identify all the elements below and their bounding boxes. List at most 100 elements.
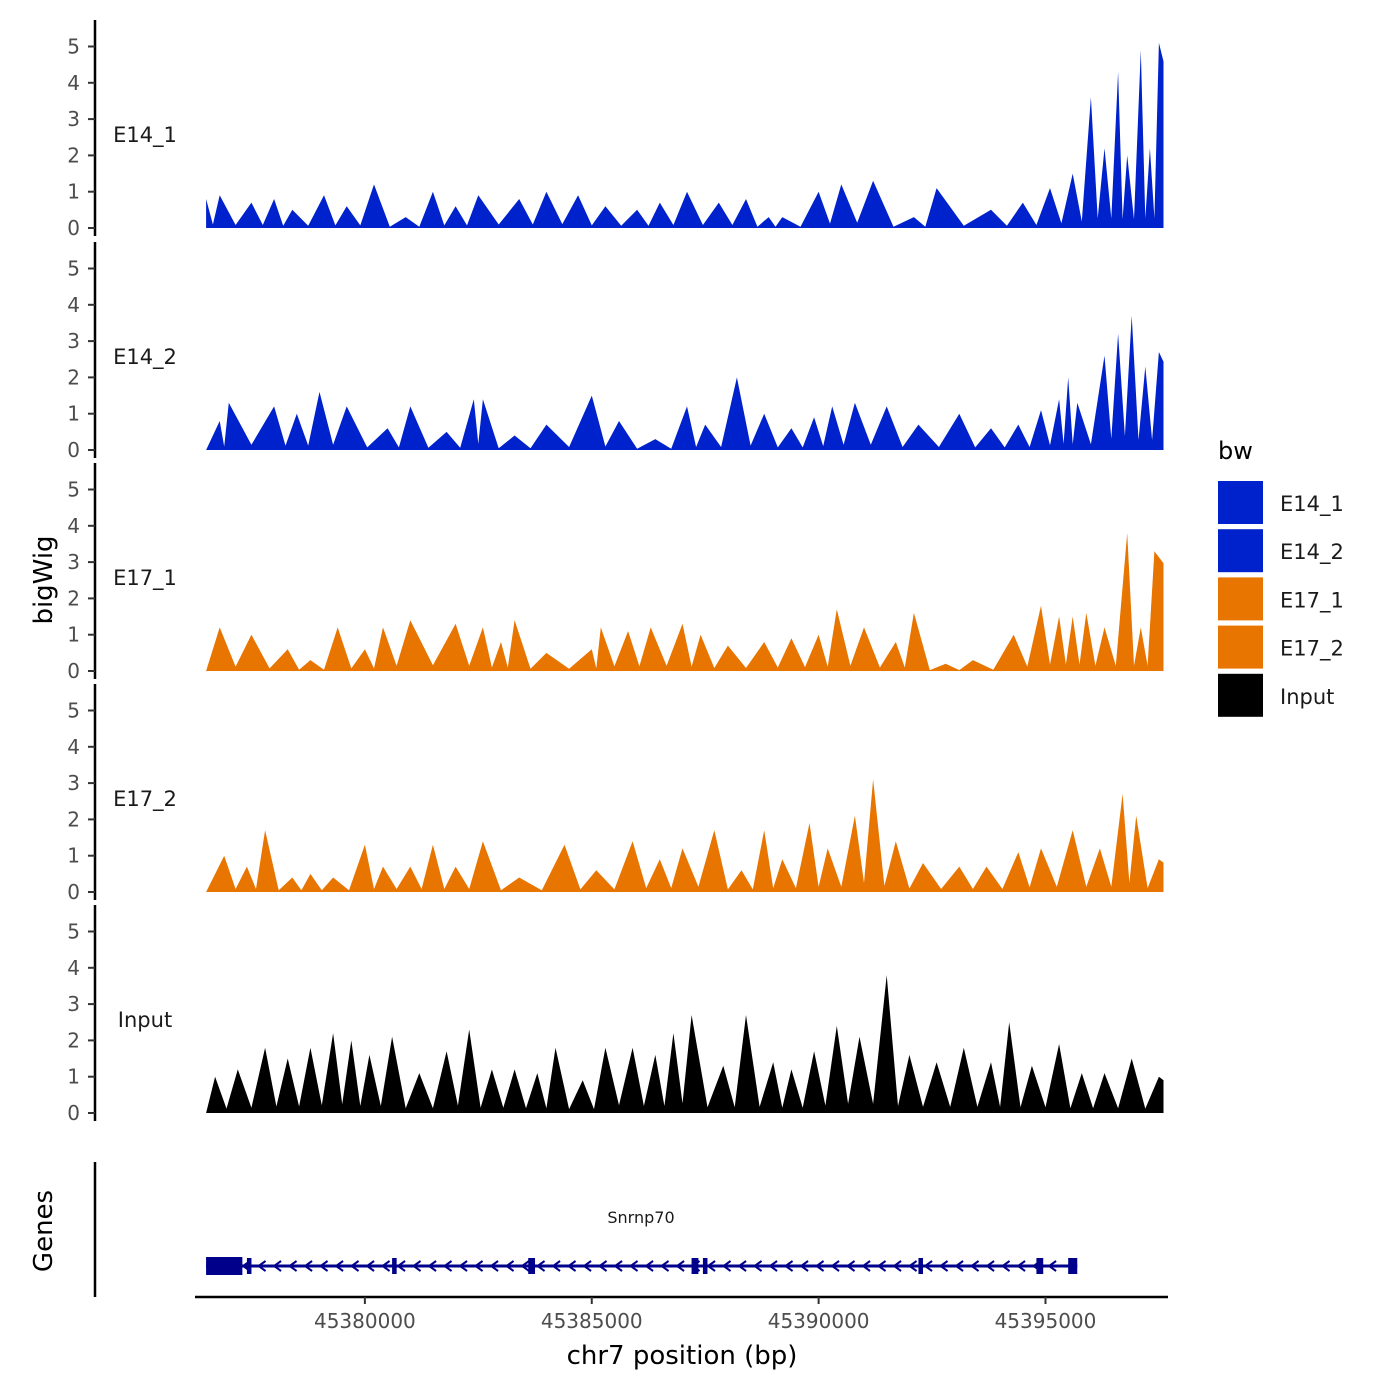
y-tick-label: 4 [67, 735, 80, 759]
legend-item-E14_1: E14_1 [1218, 481, 1344, 524]
legend-item-E17_2: E17_2 [1218, 625, 1344, 669]
legend-item-E17_1: E17_1 [1218, 577, 1344, 621]
track-label: E14_2 [113, 345, 177, 370]
x-tick-label: 45385000 [541, 1309, 643, 1333]
track-label: E17_1 [113, 566, 177, 591]
track-E17_1: 0 1 2 3 4 5 E17_1 [67, 463, 1164, 683]
gene-exon [691, 1258, 699, 1274]
strand-arrow [442, 1260, 453, 1272]
y-tick-label: 2 [67, 1028, 80, 1052]
strand-arrow [628, 1260, 639, 1272]
y-tick-label: 1 [67, 1065, 80, 1089]
strand-arrow [830, 1260, 840, 1272]
strand-arrow [256, 1260, 267, 1272]
strand-arrow [272, 1260, 282, 1272]
coverage-tracks: 0 1 2 3 4 5 E14_1 0 1 2 3 4 5 E14_2 0 1 2 3 4 5 E17_1 0 1 2 3 4 5 E… [67, 20, 1164, 1125]
track-label: Input [118, 1008, 172, 1032]
strand-arrow [954, 1260, 964, 1272]
strand-arrow [969, 1260, 980, 1272]
strand-arrow [1000, 1260, 1011, 1272]
gene-exon [392, 1258, 397, 1274]
y-tick-label: 4 [67, 956, 80, 980]
strand-arrow [535, 1260, 546, 1272]
legend-label: E14_2 [1280, 540, 1344, 565]
gene-exon [206, 1257, 243, 1275]
strand-arrow [799, 1260, 809, 1272]
strand-arrow [473, 1260, 484, 1272]
x-axis-title: chr7 position (bp) [567, 1341, 798, 1371]
y-tick-label: 1 [67, 180, 80, 204]
y-tick-label: 2 [67, 586, 80, 610]
y-axis-title: bigWig [29, 535, 59, 624]
gene-exon [528, 1258, 536, 1274]
y-tick-label: 4 [67, 293, 80, 317]
gene-exon [246, 1258, 252, 1274]
coverage-area-E14_1 [206, 42, 1164, 229]
strand-arrow [396, 1260, 406, 1272]
coverage-area-Input [206, 975, 1164, 1113]
gene-exon [1036, 1258, 1044, 1274]
track-E14_2: 0 1 2 3 4 5 E14_2 [67, 242, 1164, 462]
y-tick-label: 3 [67, 550, 80, 574]
strand-arrow [303, 1260, 313, 1272]
coverage-area-E17_1 [206, 533, 1164, 671]
y-tick-label: 4 [67, 514, 80, 538]
strand-arrow [768, 1260, 778, 1272]
strand-arrow [861, 1260, 871, 1272]
strand-arrow [597, 1260, 608, 1272]
strand-arrow [551, 1260, 561, 1272]
y-tick-label: 5 [67, 920, 80, 944]
strand-arrow [752, 1260, 763, 1272]
legend: bw E14_1 E14_2 E17_1 E17_2 Input [1218, 437, 1344, 717]
strand-arrow [582, 1260, 592, 1272]
strand-arrow [721, 1260, 732, 1272]
strand-arrow [520, 1260, 530, 1272]
strand-arrow [675, 1260, 685, 1272]
gene-exon [1068, 1258, 1078, 1274]
strand-arrow [1016, 1260, 1026, 1272]
y-tick-label: 1 [67, 402, 80, 426]
genes-axis-title: Genes [29, 1190, 59, 1272]
y-tick-label: 0 [67, 1101, 80, 1125]
y-tick-label: 1 [67, 844, 80, 868]
legend-label: Input [1280, 685, 1334, 709]
gene-exon [918, 1258, 923, 1274]
y-tick-label: 0 [67, 438, 80, 462]
y-tick-label: 5 [67, 257, 80, 281]
strand-arrow [985, 1260, 995, 1272]
legend-label: E17_2 [1280, 637, 1344, 662]
legend-swatch [1218, 529, 1263, 573]
gene-name-label: Snrnp70 [607, 1208, 674, 1227]
strand-arrow [814, 1260, 825, 1272]
strand-arrow [458, 1260, 468, 1272]
y-tick-label: 1 [67, 623, 80, 647]
strand-arrow [427, 1260, 437, 1272]
strand-arrow [907, 1260, 918, 1272]
strand-arrow [706, 1260, 716, 1272]
strand-arrow [349, 1260, 360, 1272]
strand-arrow [504, 1260, 515, 1272]
strand-arrow [845, 1260, 856, 1272]
strand-arrow [659, 1260, 670, 1272]
strand-arrow [566, 1260, 577, 1272]
legend-label: E17_1 [1280, 588, 1344, 613]
strand-arrow [923, 1260, 933, 1272]
legend-item-Input: Input [1218, 673, 1334, 717]
strand-arrow [380, 1260, 391, 1272]
y-tick-label: 5 [67, 478, 80, 502]
y-tick-label: 0 [67, 216, 80, 240]
y-tick-label: 2 [67, 143, 80, 167]
strand-arrow [334, 1260, 344, 1272]
strand-arrow [411, 1260, 422, 1272]
y-tick-label: 5 [67, 35, 80, 59]
genes-track: Snrnp70 [93, 1162, 1078, 1297]
strand-arrow [876, 1260, 887, 1272]
coverage-area-E14_2 [206, 315, 1164, 450]
legend-item-E14_2: E14_2 [1218, 529, 1344, 573]
y-tick-label: 5 [67, 699, 80, 723]
strand-arrow [892, 1260, 902, 1272]
strand-arrow [365, 1260, 375, 1272]
gene-exon [702, 1258, 708, 1274]
x-axis: 45380000 45385000 45390000 45395000 [195, 1295, 1168, 1333]
